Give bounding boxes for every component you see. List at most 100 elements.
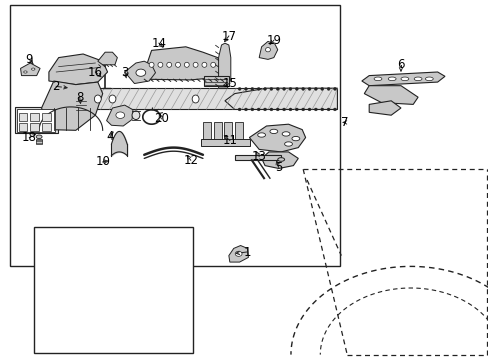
Ellipse shape <box>210 62 215 67</box>
Bar <box>36 139 42 144</box>
Ellipse shape <box>269 108 272 111</box>
Ellipse shape <box>307 87 310 90</box>
Ellipse shape <box>282 132 289 136</box>
Polygon shape <box>224 88 337 109</box>
Ellipse shape <box>314 108 317 111</box>
Ellipse shape <box>288 108 291 111</box>
Ellipse shape <box>250 87 253 90</box>
Ellipse shape <box>193 62 198 67</box>
Ellipse shape <box>333 108 336 111</box>
Bar <box>34 227 193 353</box>
Ellipse shape <box>31 68 35 70</box>
Ellipse shape <box>301 87 304 90</box>
Ellipse shape <box>333 87 336 90</box>
Ellipse shape <box>166 62 171 67</box>
Ellipse shape <box>295 108 298 111</box>
Ellipse shape <box>136 69 145 76</box>
Ellipse shape <box>257 133 265 137</box>
Ellipse shape <box>314 87 317 90</box>
Text: 4: 4 <box>106 130 114 143</box>
Text: 1: 1 <box>243 246 250 258</box>
Polygon shape <box>20 63 40 76</box>
Ellipse shape <box>269 129 277 134</box>
Ellipse shape <box>326 108 329 111</box>
Ellipse shape <box>413 77 421 81</box>
Text: 16: 16 <box>88 66 102 78</box>
Polygon shape <box>361 72 444 86</box>
Text: 11: 11 <box>222 134 237 147</box>
Ellipse shape <box>116 112 124 118</box>
Bar <box>76 95 85 113</box>
Ellipse shape <box>132 111 140 120</box>
Ellipse shape <box>326 87 329 90</box>
Ellipse shape <box>307 108 310 111</box>
Ellipse shape <box>277 158 284 161</box>
Ellipse shape <box>109 95 116 103</box>
Ellipse shape <box>235 251 242 256</box>
Polygon shape <box>49 54 107 85</box>
Text: 8: 8 <box>76 91 83 104</box>
Ellipse shape <box>192 95 199 103</box>
Polygon shape <box>106 105 133 126</box>
Text: 5: 5 <box>274 161 282 174</box>
Bar <box>234 155 281 160</box>
Text: 20: 20 <box>154 112 168 125</box>
Polygon shape <box>259 41 277 59</box>
Ellipse shape <box>265 48 270 52</box>
Ellipse shape <box>238 108 241 111</box>
Ellipse shape <box>23 71 27 73</box>
Ellipse shape <box>288 87 291 90</box>
Ellipse shape <box>238 87 241 90</box>
Polygon shape <box>368 101 400 115</box>
Text: 19: 19 <box>266 34 281 47</box>
Ellipse shape <box>320 108 323 111</box>
Ellipse shape <box>250 108 253 111</box>
Ellipse shape <box>276 108 279 111</box>
Ellipse shape <box>257 87 260 90</box>
Bar <box>17 109 55 132</box>
Ellipse shape <box>94 95 101 103</box>
Text: 3: 3 <box>121 66 128 78</box>
Text: 6: 6 <box>396 58 404 71</box>
Ellipse shape <box>244 87 247 90</box>
Ellipse shape <box>184 62 189 67</box>
Ellipse shape <box>202 62 206 67</box>
Polygon shape <box>41 81 102 130</box>
Ellipse shape <box>320 87 323 90</box>
Ellipse shape <box>425 77 432 81</box>
Ellipse shape <box>269 87 272 90</box>
Text: 18: 18 <box>22 131 37 144</box>
Text: 17: 17 <box>221 30 236 42</box>
Polygon shape <box>261 152 298 168</box>
Ellipse shape <box>36 135 42 139</box>
Text: 2: 2 <box>52 80 60 93</box>
Bar <box>42 113 51 121</box>
Bar <box>83 88 337 109</box>
Ellipse shape <box>244 108 247 111</box>
Polygon shape <box>228 246 248 262</box>
Ellipse shape <box>276 87 279 90</box>
Bar <box>30 113 39 121</box>
Polygon shape <box>142 47 224 80</box>
Text: 12: 12 <box>183 154 198 167</box>
Text: 14: 14 <box>151 37 166 50</box>
Polygon shape <box>98 52 117 65</box>
Bar <box>203 122 210 144</box>
Bar <box>19 113 27 121</box>
Ellipse shape <box>282 108 285 111</box>
Ellipse shape <box>400 77 408 81</box>
Polygon shape <box>364 86 417 104</box>
Ellipse shape <box>263 87 266 90</box>
Ellipse shape <box>284 142 292 146</box>
Bar <box>19 123 27 131</box>
Ellipse shape <box>263 108 266 111</box>
Polygon shape <box>124 61 155 84</box>
Polygon shape <box>218 43 230 88</box>
Ellipse shape <box>387 77 395 81</box>
Text: 13: 13 <box>251 150 266 163</box>
Bar <box>10 5 339 266</box>
Text: 10: 10 <box>95 156 110 168</box>
Bar <box>30 123 39 131</box>
Ellipse shape <box>158 62 163 67</box>
Ellipse shape <box>291 136 299 141</box>
